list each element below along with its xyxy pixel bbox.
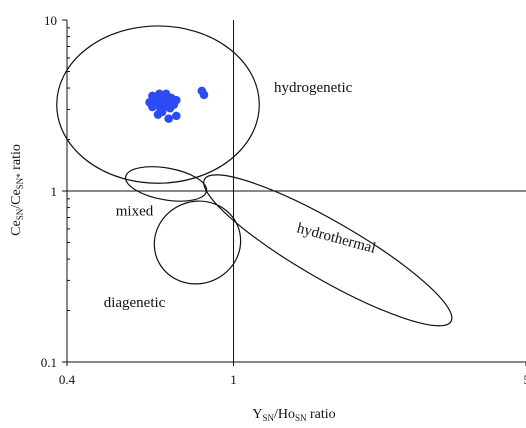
field-ellipse-1 [56, 25, 260, 184]
y-tick-label: 0.1 [41, 355, 57, 370]
region-labels: hydrogenetic mixed diagenetic hydrothermal [104, 80, 378, 311]
region-label: mixed [116, 203, 154, 219]
field-ellipse-2 [125, 166, 208, 202]
x-tick-label: 5 [524, 372, 526, 387]
data-point [172, 95, 181, 105]
data-point [199, 90, 209, 100]
x-axis-title: YSN/HoSN ratio [252, 407, 335, 423]
ellipses [56, 25, 453, 327]
data-point [157, 107, 167, 117]
data-point [164, 114, 173, 123]
x-tick-label: 1 [230, 372, 237, 387]
x-tick-label: 0.4 [59, 372, 76, 387]
data-point [148, 91, 157, 101]
data-point [172, 111, 181, 121]
y-axis-title: CeSN/CeSN* ratio [9, 144, 25, 236]
region-label: hydrogenetic [274, 80, 353, 96]
y-tick-label: 10 [44, 13, 57, 28]
plot-area [62, 19, 526, 366]
region-label: hydrothermal [295, 220, 377, 256]
field-ellipse-4 [203, 174, 453, 327]
tick-labels: 0.1 1 10 0.4 1 5 [41, 13, 526, 387]
y-tick-label: 1 [51, 184, 58, 199]
field-ellipse-3 [153, 200, 242, 285]
region-label: diagenetic [104, 295, 166, 311]
data-point [161, 89, 171, 99]
data-points [145, 86, 209, 123]
